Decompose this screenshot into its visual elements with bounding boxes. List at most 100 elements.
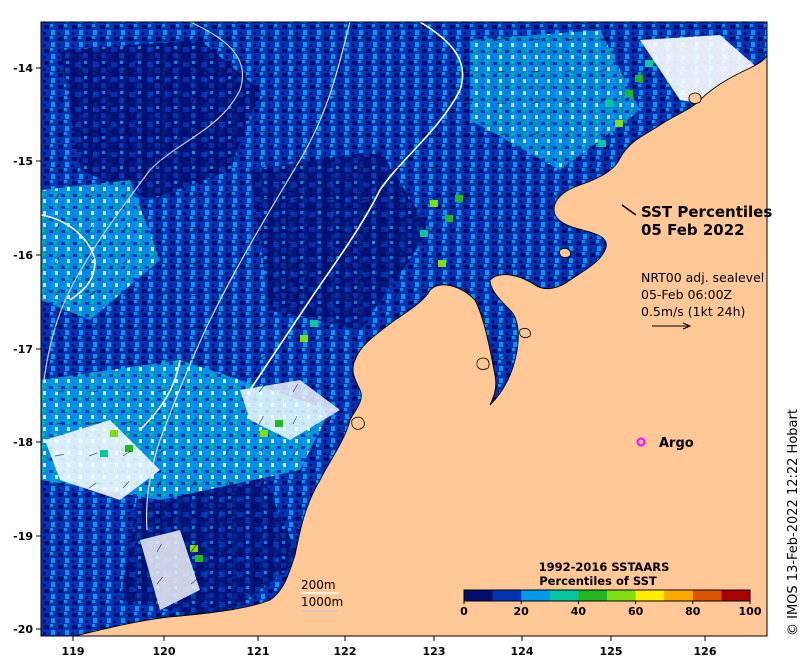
current-vector: [224, 128, 230, 137]
current-vector: [530, 70, 540, 73]
map-title-line2: 05 Feb 2022: [641, 221, 745, 239]
current-vector: [54, 322, 63, 329]
current-vector: [54, 192, 61, 201]
current-vector: [224, 447, 230, 457]
current-vector: [496, 255, 502, 265]
colorbar-tick-label: 60: [628, 605, 644, 618]
current-vector: [258, 447, 264, 457]
current-vector: [54, 514, 63, 521]
current-vector: [156, 66, 165, 73]
current-vector: [88, 256, 95, 265]
colorbar-swatch: [692, 590, 722, 601]
current-vector: [190, 511, 196, 521]
current-vector: [394, 257, 403, 265]
current-vector: [360, 133, 370, 137]
current-vector: [326, 31, 332, 41]
current-vector: [564, 69, 574, 73]
current-vector: [258, 480, 265, 489]
current-vector: [394, 66, 403, 73]
current-vector: [462, 69, 472, 73]
current-vector: [428, 68, 438, 73]
current-vector: [258, 581, 268, 585]
current-vector: [88, 99, 98, 105]
current-vector: [258, 513, 266, 521]
colorbar-swatch: [464, 590, 493, 601]
x-tick-label: 122: [334, 645, 357, 658]
current-vector: [156, 389, 166, 393]
current-vector: [122, 576, 128, 585]
current-vector: [598, 37, 608, 41]
sst-pixel: [438, 260, 446, 267]
current-vector: [292, 262, 302, 265]
current-vector: [326, 198, 336, 201]
map-title-line1: SST Percentiles: [641, 203, 772, 221]
current-vector: [564, 129, 573, 137]
current-vector: [326, 352, 333, 361]
current-vector: [394, 33, 402, 41]
current-vector: [326, 230, 336, 233]
current-vector: [292, 481, 300, 489]
y-axis: -14 -15 -16 -17 -18 -19 -20: [13, 62, 41, 636]
current-vector: [462, 164, 472, 169]
current-vector: [88, 422, 98, 425]
current-vector: [292, 384, 298, 393]
current-vector: [564, 160, 571, 169]
current-vector: [292, 322, 301, 329]
current-vector: [394, 100, 404, 105]
contour-200m: [139, 359, 181, 431]
current-vector: [428, 226, 437, 233]
current-vector: [598, 68, 608, 73]
current-vector: [156, 96, 163, 105]
sst-pixel: [598, 140, 606, 147]
current-vector: [394, 288, 401, 297]
current-vector: [224, 325, 234, 329]
current-vector: [258, 324, 268, 329]
current-vector: [54, 356, 64, 361]
current-vector: [598, 159, 604, 169]
current-vector: [462, 102, 472, 105]
current-vector: [156, 511, 162, 521]
current-vector: [88, 160, 95, 169]
current-vector: [224, 512, 231, 521]
cold-sst-patch: [60, 40, 260, 200]
current-vector: [496, 224, 503, 233]
current-vector: [360, 32, 367, 41]
current-vector: [88, 575, 94, 585]
current-vector: [292, 514, 301, 521]
y-tick-label: -18: [13, 436, 33, 449]
title-pointer-line: [621, 204, 637, 216]
current-vector: [190, 448, 197, 457]
current-vector: [326, 383, 332, 393]
current-vector: [292, 197, 302, 201]
map-frame: [40, 21, 768, 637]
current-vector: [122, 481, 130, 489]
sst-pixel: [300, 335, 308, 342]
sst-pixel: [455, 195, 463, 202]
current-vector: [224, 545, 232, 553]
current-vector: [122, 37, 132, 41]
current-vector: [292, 164, 302, 169]
current-vector: [496, 133, 506, 137]
current-vector: [292, 63, 298, 73]
current-vector: [54, 38, 64, 41]
current-vector: [88, 390, 98, 393]
current-vector: [496, 320, 504, 329]
island: [351, 416, 365, 430]
current-vector: [292, 448, 298, 457]
sst-pixel: [615, 120, 623, 127]
current-vector: [54, 575, 60, 585]
current-vector: [190, 193, 198, 201]
current-vector: [292, 230, 302, 233]
y-tick-label: -20: [13, 623, 33, 636]
current-vector: [462, 134, 472, 137]
current-vector: [564, 38, 574, 41]
current-vector: [54, 422, 64, 425]
colorbar-swatch: [664, 590, 694, 601]
current-vector: [258, 415, 264, 425]
current-vector: [394, 166, 404, 169]
current-vector: [224, 479, 230, 489]
current-vector: [190, 544, 197, 553]
warm-sst-patch: [41, 180, 160, 320]
current-vector: [190, 127, 196, 137]
current-vector: [190, 96, 196, 105]
